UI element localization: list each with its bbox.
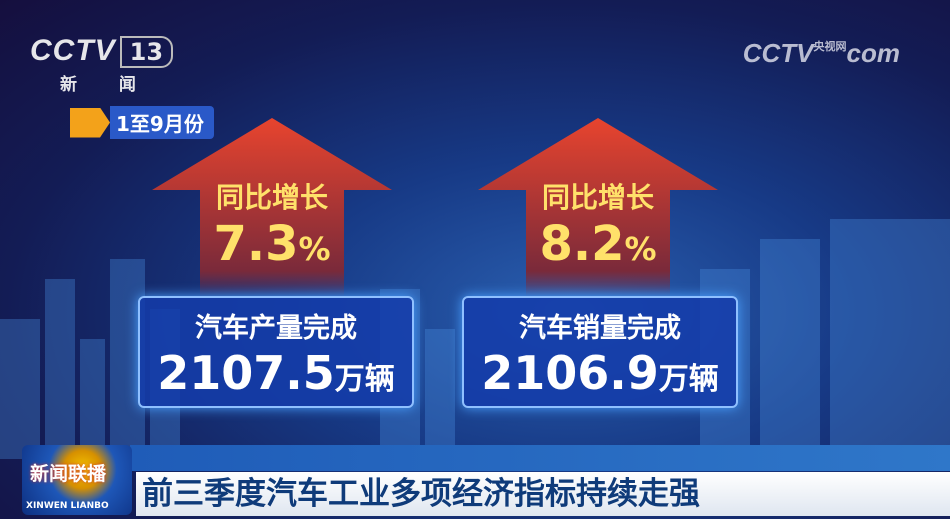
tag-arrow-icon bbox=[70, 107, 110, 138]
channel-number: 13 bbox=[119, 36, 174, 68]
production-growth: 同比增长 7.3% bbox=[213, 181, 331, 272]
news-headline: 前三季度汽车工业多项经济指标持续走强 bbox=[136, 472, 950, 516]
production-box: 汽车产量完成 2107.5万辆 bbox=[138, 296, 414, 408]
cctv13-logo: CCTV 13 新 闻 bbox=[30, 34, 174, 95]
channel-name: 新 闻 bbox=[60, 75, 154, 95]
cctv-logo-text: CCTV bbox=[30, 34, 116, 67]
sales-growth: 同比增长 8.2% bbox=[539, 181, 657, 272]
sales-box: 汽车销量完成 2106.9万辆 bbox=[462, 296, 738, 408]
xinwen-lianbo-logo: 新闻联播 XINWEN LIANBO bbox=[22, 445, 132, 515]
cctv-com-watermark: CCTV央视网com bbox=[742, 38, 900, 68]
period-label: 1至9月份 bbox=[70, 106, 214, 139]
lower-third-strip bbox=[130, 445, 950, 471]
